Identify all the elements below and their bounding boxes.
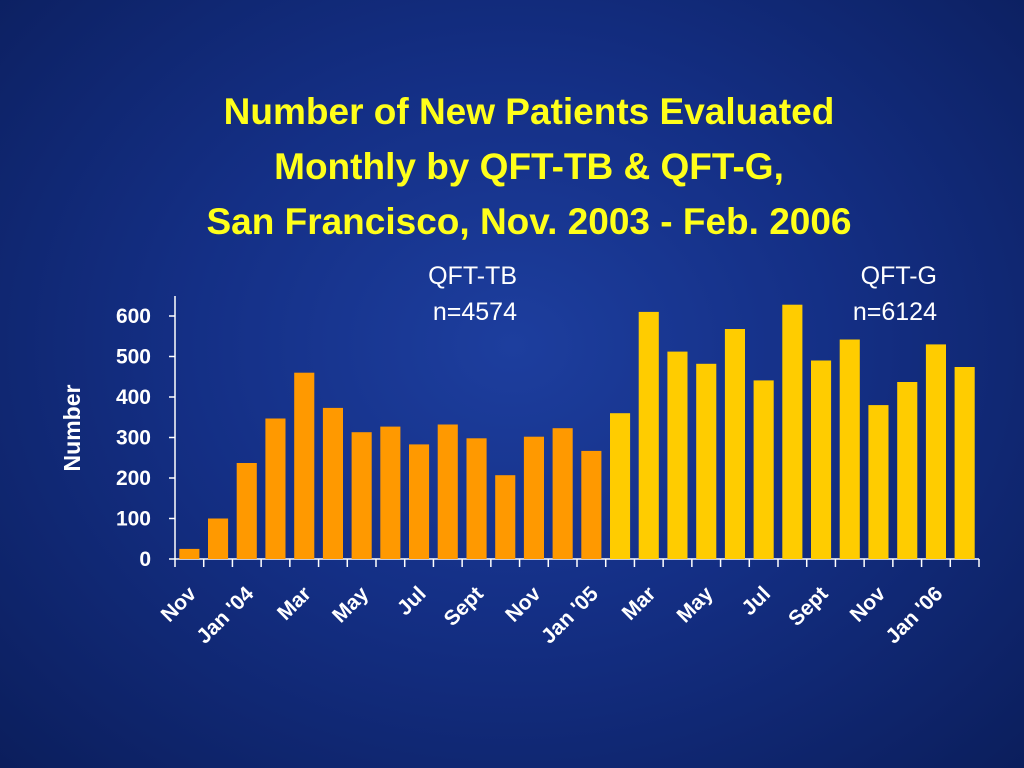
- x-tick-label-9: May: [673, 582, 718, 627]
- annotation-qft-g-line-1: n=6124: [853, 298, 937, 326]
- y-tick-label-100: 100: [116, 508, 151, 531]
- y-tick-label-400: 400: [116, 386, 151, 409]
- bar-qft-g-19: [724, 329, 745, 559]
- bar-qft-tb-11: [495, 475, 516, 559]
- bar-qft-g-25: [897, 382, 918, 559]
- chart-title-line-2: Monthly by QFT-TB & QFT-G,: [274, 146, 784, 187]
- x-tick-label-10: Jul: [737, 582, 775, 620]
- bar-qft-tb-0: [179, 548, 200, 559]
- annotations: QFT-TB n=4574 QFT-G n=6124: [428, 262, 937, 326]
- x-tick-label-0: Nov: [157, 582, 202, 627]
- y-tick-label-200: 200: [116, 467, 151, 490]
- x-tick-label-12: Nov: [846, 582, 891, 627]
- bar-qft-tb-10: [466, 438, 487, 559]
- bar-qft-g-20: [753, 380, 774, 559]
- y-tick-label-300: 300: [116, 427, 151, 450]
- y-tick-label-0: 0: [139, 548, 151, 571]
- bar-qft-g-24: [868, 405, 889, 559]
- bar-qft-g-21: [782, 304, 803, 559]
- x-tick-label-8: Mar: [618, 582, 661, 625]
- x-tick-label-11: Sept: [784, 582, 832, 630]
- y-axis: 0 100 200 300 400 500 600 Number: [59, 296, 176, 571]
- y-axis-title: Number: [59, 385, 85, 472]
- x-tick-label-3: May: [328, 582, 373, 627]
- y-tick-label-600: 600: [116, 305, 151, 328]
- annotation-qft-tb-line-0: QFT-TB: [428, 262, 517, 290]
- annotation-qft-tb-line-1: n=4574: [433, 298, 517, 326]
- bar-qft-g-23: [839, 339, 860, 559]
- bars: [179, 304, 975, 559]
- bar-qft-tb-1: [208, 518, 229, 559]
- bar-qft-tb-5: [322, 407, 343, 559]
- bar-qft-tb-8: [409, 444, 430, 559]
- chart-title: Number of New Patients Evaluated Monthly…: [0, 84, 1024, 249]
- chart-title-line-3: San Francisco, Nov. 2003 - Feb. 2006: [206, 201, 852, 242]
- bar-qft-g-17: [667, 351, 688, 559]
- bar-qft-tb-3: [265, 418, 286, 559]
- bar-qft-tb-7: [380, 426, 401, 559]
- x-tick-label-5: Sept: [440, 582, 488, 630]
- bar-qft-tb-4: [294, 372, 315, 559]
- x-tick-label-13: Jan '06: [881, 582, 947, 648]
- bar-qft-tb-14: [581, 450, 602, 559]
- x-tick-label-6: Nov: [501, 582, 546, 627]
- bar-qft-g-27: [954, 367, 975, 559]
- x-tick-label-2: Mar: [273, 582, 316, 625]
- chart-title-line-1: Number of New Patients Evaluated: [223, 91, 835, 132]
- bar-qft-g-22: [811, 360, 832, 559]
- bar-qft-tb-9: [437, 424, 458, 559]
- bar-qft-g-16: [638, 311, 659, 559]
- x-tick-label-1: Jan '04: [192, 582, 258, 648]
- bar-qft-tb-12: [523, 436, 544, 559]
- bar-qft-g-18: [696, 363, 717, 559]
- x-tick-label-4: Jul: [393, 582, 431, 620]
- x-tick-label-7: Jan '05: [537, 582, 603, 648]
- bar-qft-g-26: [925, 344, 946, 559]
- bar-qft-g-15: [610, 413, 631, 559]
- annotation-qft-g-line-0: QFT-G: [861, 262, 937, 290]
- bar-qft-tb-2: [236, 463, 257, 559]
- y-tick-label-500: 500: [116, 346, 151, 369]
- bar-qft-tb-6: [351, 432, 372, 559]
- bar-qft-tb-13: [552, 428, 573, 559]
